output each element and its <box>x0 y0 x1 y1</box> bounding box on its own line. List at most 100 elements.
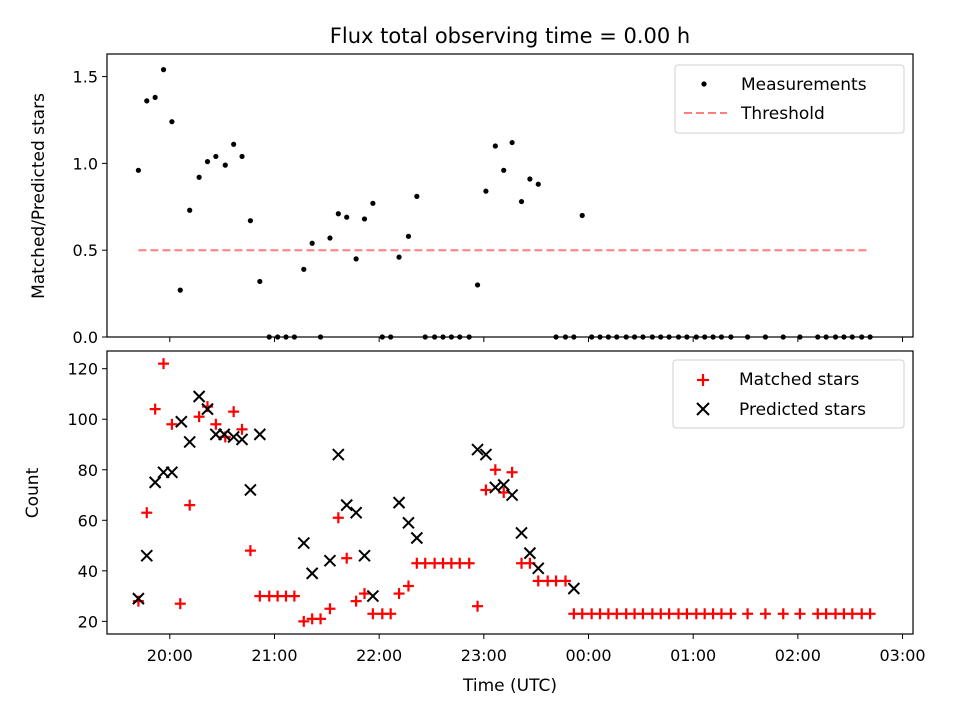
x-tick-label: 21:00 <box>251 646 297 665</box>
top-legend-box <box>674 64 905 134</box>
matched-star-point <box>141 507 153 519</box>
measurement-point <box>135 167 142 173</box>
measurement-point <box>370 200 376 206</box>
matched-star-point <box>454 557 466 569</box>
measurement-point <box>196 174 202 180</box>
predicted-star-point <box>532 562 545 575</box>
matched-star-point <box>777 608 789 620</box>
legend-measurements-marker <box>701 81 707 87</box>
measurement-point <box>518 198 525 205</box>
legend-measurements-label: Measurements <box>741 75 867 95</box>
matched-star-point <box>149 403 161 415</box>
x-axis-label: Time (UTC) <box>462 676 557 696</box>
measurement-point <box>501 167 507 173</box>
measurement-point <box>396 254 402 260</box>
top-y-tick-label: 0.5 <box>73 241 98 260</box>
bottom-y-tick-label: 100 <box>67 410 98 429</box>
matched-star-point <box>332 512 344 524</box>
matched-star-point <box>193 411 205 423</box>
x-tick-label: 20:00 <box>147 646 193 665</box>
predicted-star-point <box>402 516 415 530</box>
predicted-star-point <box>479 448 493 461</box>
matched-star-point <box>663 608 675 620</box>
x-tick-label: 01:00 <box>670 646 716 665</box>
legend-predicted-label: Predicted stars <box>739 400 866 420</box>
predicted-star-point <box>253 428 267 441</box>
top-y-tick-label: 1.0 <box>73 154 98 173</box>
bottom-y-tick-label: 80 <box>78 461 98 480</box>
measurement-point <box>169 119 175 125</box>
top-y-axis-label: Matched/Predicted stars <box>29 93 49 299</box>
predicted-star-point <box>305 567 319 580</box>
predicted-star-point <box>410 531 424 545</box>
matched-star-point <box>210 418 222 430</box>
x-tick-label: 00:00 <box>565 646 611 665</box>
predicted-star-point <box>132 592 145 605</box>
legend-matched-label: Matched stars <box>739 370 859 390</box>
matched-star-point <box>174 598 186 610</box>
predicted-star-point <box>175 415 188 428</box>
matched-star-point <box>820 608 832 620</box>
measurement-point <box>152 94 158 101</box>
predicted-star-point <box>349 506 363 519</box>
measurement-point <box>353 256 359 262</box>
matched-star-point <box>864 608 876 620</box>
x-tick-label: 03:00 <box>879 646 925 665</box>
predicted-star-point <box>471 443 484 456</box>
matched-star-point <box>402 580 414 592</box>
matched-star-point <box>350 595 362 607</box>
matched-star-point <box>298 615 310 627</box>
predicted-star-point <box>148 476 162 489</box>
matched-star-point <box>681 608 693 620</box>
bottom-y-tick-label: 60 <box>78 511 98 530</box>
matched-star-point <box>794 608 806 620</box>
measurement-point <box>247 218 254 224</box>
measurement-point <box>257 278 263 285</box>
bottom-legend: Matched stars Predicted stars <box>672 359 905 429</box>
measurement-point <box>309 240 315 246</box>
predicted-star-point <box>227 430 240 444</box>
predicted-star-point <box>366 589 380 603</box>
bottom-y-axis-label: Count <box>23 467 43 518</box>
measurement-point <box>361 216 368 222</box>
measurement-point <box>204 159 211 165</box>
matched-star-point <box>559 575 571 587</box>
predicted-star-point <box>515 526 528 540</box>
matched-star-point <box>472 600 484 612</box>
matched-star-point <box>759 608 771 620</box>
predicted-star-point <box>244 483 257 497</box>
matched-star-point <box>385 608 397 620</box>
matched-star-point <box>166 418 178 430</box>
matched-star-point <box>576 608 588 620</box>
matched-star-point <box>489 464 501 476</box>
x-tick-label: 23:00 <box>461 646 507 665</box>
matched-star-point <box>184 499 196 511</box>
measurement-point <box>492 143 498 149</box>
predicted-star-point <box>332 448 345 461</box>
bottom-legend-box <box>672 359 905 429</box>
measurement-point <box>344 214 350 220</box>
matched-star-point <box>324 603 336 615</box>
x-tick-label: 02:00 <box>775 646 821 665</box>
matched-star-point <box>715 608 727 620</box>
measurement-point <box>509 139 515 146</box>
measurement-point <box>160 67 167 73</box>
predicted-star-point <box>218 428 231 441</box>
bottom-plot-area <box>132 358 876 627</box>
predicted-star-point <box>523 546 537 560</box>
predicted-star-point <box>297 536 310 550</box>
predicted-star-point <box>323 554 337 567</box>
measurement-point <box>527 176 533 182</box>
measurement-point <box>405 233 412 239</box>
predicted-star-point <box>497 478 510 492</box>
matched-star-point <box>244 545 256 557</box>
matched-star-point <box>846 608 858 620</box>
matched-star-point <box>228 406 240 418</box>
matched-star-point <box>158 358 170 370</box>
measurement-point <box>535 181 541 187</box>
matched-star-point <box>393 588 405 600</box>
predicted-star-point <box>340 498 353 512</box>
legend-predicted-marker <box>696 402 710 416</box>
predicted-star-point <box>358 549 371 562</box>
